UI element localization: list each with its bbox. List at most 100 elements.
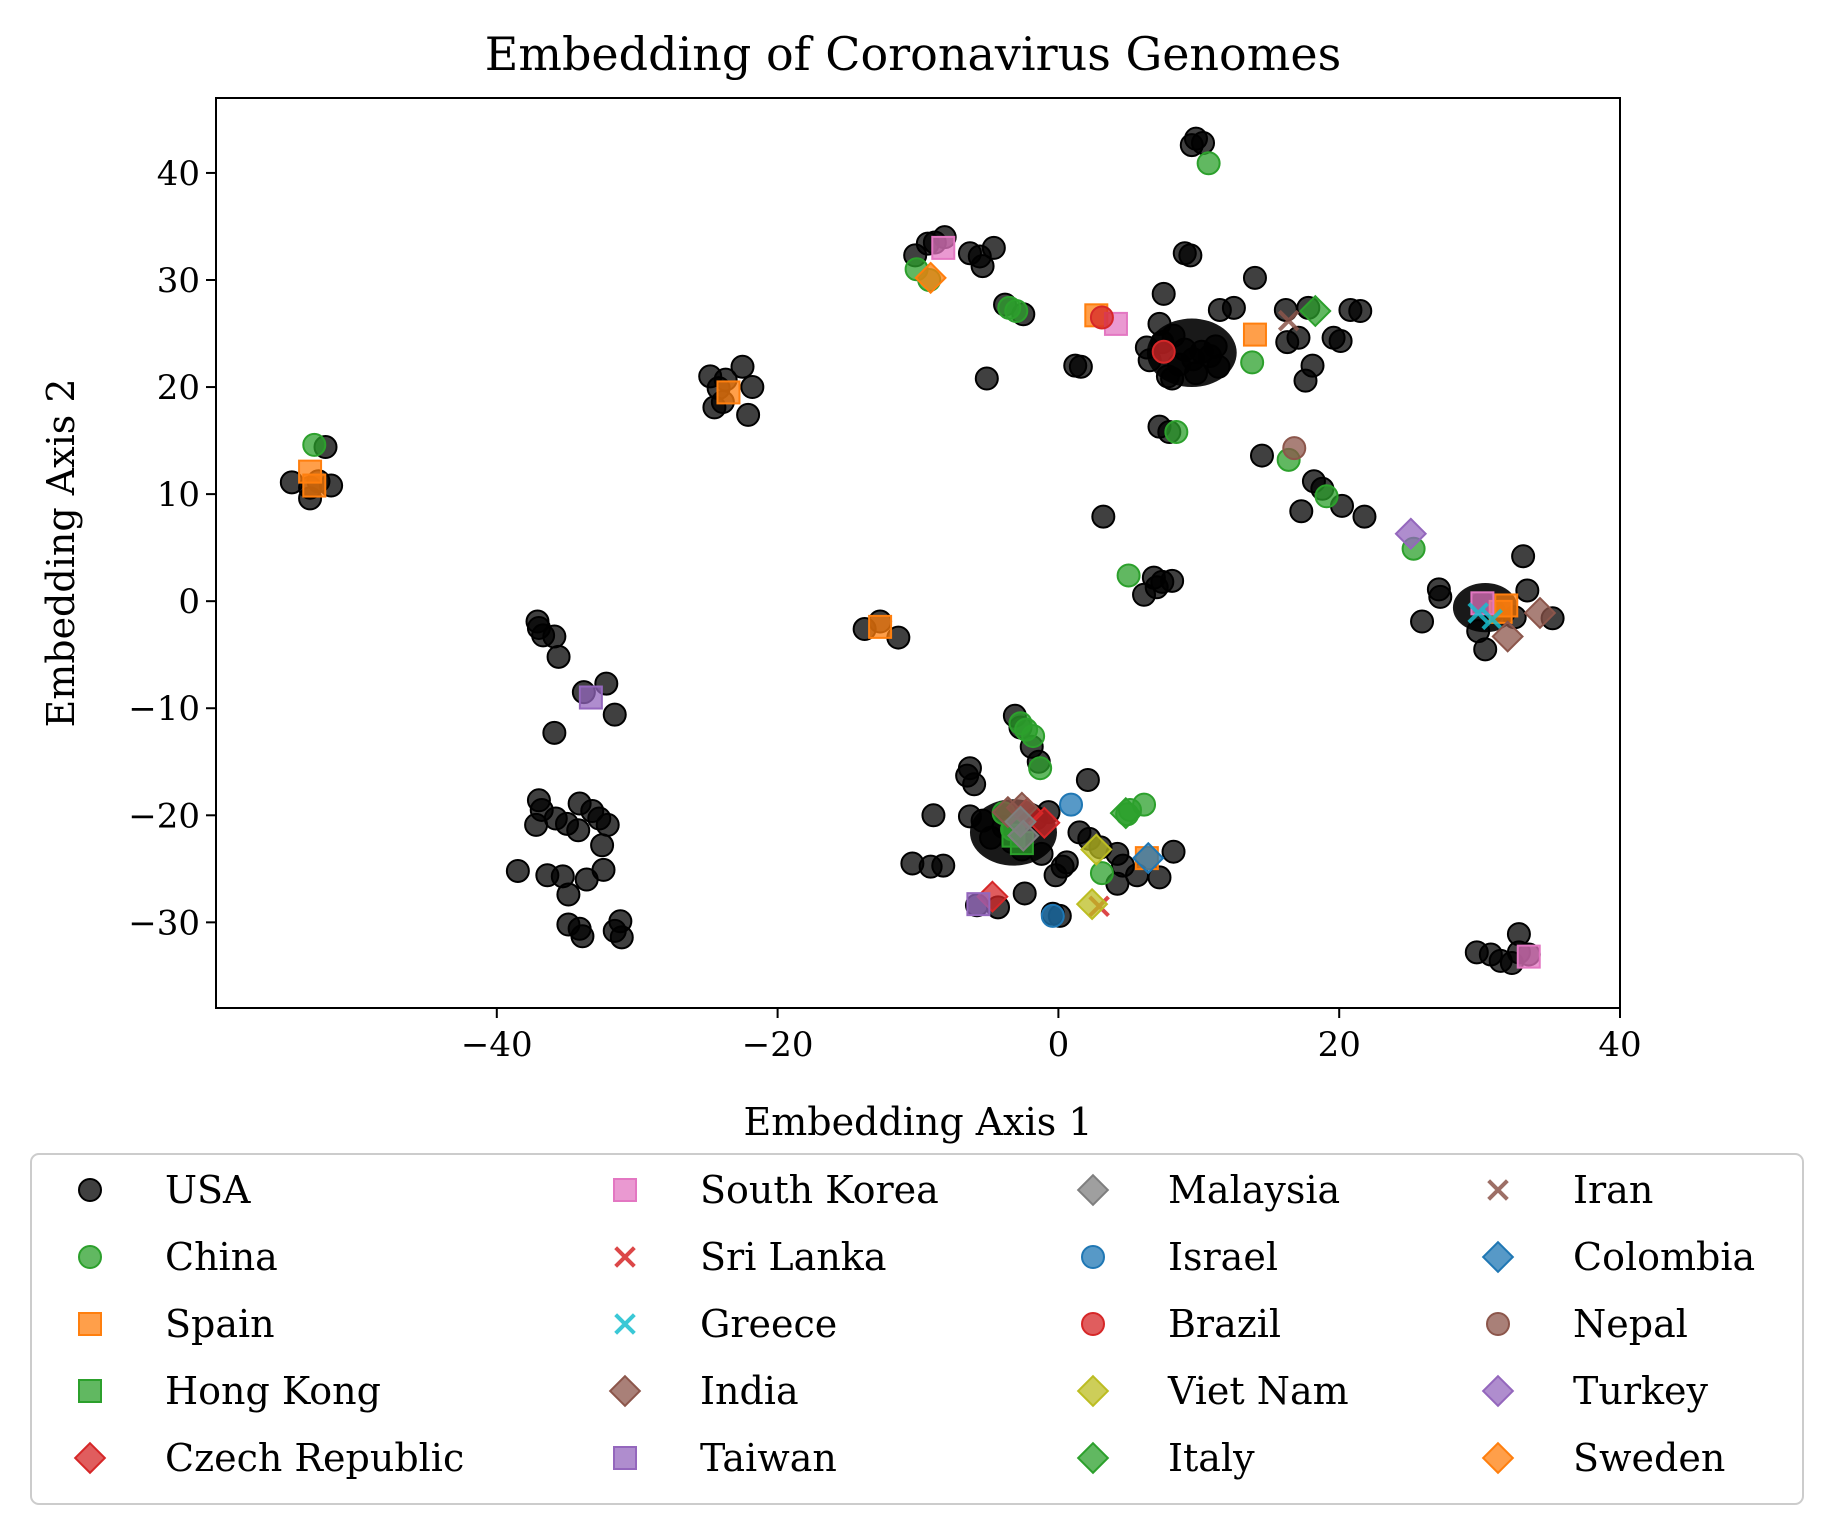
data-point-china [1116, 563, 1141, 588]
data-point-china [302, 432, 327, 457]
data-point-usa [1328, 329, 1353, 354]
data-point-usa [1473, 637, 1498, 662]
legend-item-malaysia: Malaysia [1076, 1168, 1340, 1212]
legend-marker-israel [1081, 1245, 1105, 1269]
legend-item-china: China [78, 1235, 278, 1279]
legend-label: Israel [1168, 1235, 1278, 1279]
data-point-usa [574, 867, 599, 892]
axis-ticks: −40 −20 0 20 40 −30 −20 −10 0 10 20 30 40 [128, 154, 1641, 1065]
data-point-viet-nam [1080, 833, 1113, 866]
data-point-china [1240, 350, 1265, 375]
data-point-usa [979, 825, 1004, 850]
y-tick-label: 40 [157, 154, 200, 194]
legend-label: Nepal [1573, 1302, 1688, 1346]
data-point-usa [1515, 578, 1540, 603]
series-taiwan [578, 685, 991, 917]
data-point-usa [1012, 881, 1037, 906]
data-point-brazil [1089, 305, 1114, 330]
data-point-usa [542, 720, 567, 745]
data-point-usa [1511, 544, 1536, 569]
data-point-usa [546, 644, 571, 669]
data-point-usa [1160, 366, 1185, 391]
legend-item-sweden: Sweden [1481, 1436, 1725, 1480]
series-spain [298, 303, 1519, 871]
data-point-greece [1467, 602, 1489, 624]
series-viet-nam [1075, 833, 1113, 921]
legend-label: Taiwan [700, 1436, 837, 1480]
data-point-usa [1147, 311, 1172, 336]
data-point-usa [1249, 443, 1274, 468]
data-point-south-korea [931, 235, 956, 260]
series-usa [279, 126, 1565, 976]
data-point-india [1491, 620, 1524, 653]
data-point-usa [962, 772, 987, 797]
data-point-usa [736, 402, 761, 427]
data-point-usa [981, 235, 1006, 260]
series-colombia [1131, 841, 1165, 875]
legend-marker-czech-republic [73, 1441, 107, 1475]
y-tick-label: 30 [157, 261, 200, 301]
data-point-usa [524, 812, 549, 837]
series-china [302, 151, 1426, 886]
legend-label: Iran [1573, 1168, 1653, 1212]
series-greece [1467, 602, 1504, 631]
legend-item-italy: Italy [1076, 1436, 1255, 1480]
series-turkey [1394, 517, 1428, 550]
legend-item-israel: Israel [1081, 1235, 1278, 1279]
series-brazil [1089, 305, 1176, 364]
legend-label: Brazil [1168, 1302, 1281, 1346]
legend-item-taiwan: Taiwan [613, 1436, 837, 1480]
data-point-usa [1352, 504, 1377, 529]
legend-marker-india [608, 1374, 642, 1408]
data-point-usa [1506, 922, 1531, 947]
data-point-china [1004, 299, 1029, 324]
legend-marker-sweden [1481, 1441, 1515, 1475]
data-point-sweden [914, 261, 947, 295]
legend-item-colombia: Colombia [1481, 1235, 1755, 1279]
data-point-usa [505, 858, 530, 883]
legend-item-spain: Spain [78, 1302, 275, 1346]
legend-item-sri-lanka: Sri Lanka [614, 1235, 886, 1279]
data-point-spain [1242, 322, 1267, 347]
data-point-israel [1040, 903, 1065, 928]
legend-label: Italy [1168, 1436, 1255, 1480]
data-point-italy [1109, 796, 1143, 830]
data-point-usa [1348, 299, 1373, 324]
data-point-viet-nam [1075, 887, 1109, 921]
x-tick-label: −40 [461, 1025, 533, 1065]
data-point-colombia [1131, 841, 1165, 875]
series-nepal [1282, 436, 1307, 461]
data-point-usa [566, 818, 591, 843]
data-point-usa [1091, 504, 1116, 529]
y-axis-label: Embedding Axis 2 [39, 378, 83, 727]
legend-label: India [700, 1369, 799, 1413]
data-point-brazil [1151, 339, 1176, 364]
data-point-spain [868, 614, 893, 639]
legend-marker-viet-nam [1076, 1374, 1110, 1408]
data-point-usa [1068, 354, 1093, 379]
legend-marker-turkey [1481, 1374, 1515, 1408]
data-point-china [1196, 151, 1221, 176]
x-tick-label: 0 [1048, 1025, 1070, 1065]
data-point-usa [602, 702, 627, 727]
data-point-usa [740, 375, 765, 400]
data-point-usa [1151, 281, 1176, 306]
legend-marker-nepal [1486, 1312, 1510, 1336]
legend-item-south-korea: South Korea [613, 1168, 939, 1212]
x-tick-label: 40 [1598, 1025, 1641, 1065]
data-point-spain [302, 473, 327, 498]
data-point-usa [1203, 334, 1228, 359]
y-tick-label: 20 [157, 368, 200, 408]
legend-item-india: India [608, 1369, 799, 1413]
data-point-iran [1277, 309, 1300, 332]
legend-item-usa: USA [78, 1168, 251, 1212]
legend-marker-colombia [1481, 1240, 1515, 1274]
x-tick-label: 20 [1318, 1025, 1361, 1065]
plot-frame [215, 97, 1621, 1009]
series-israel [1040, 792, 1084, 928]
data-point-taiwan [578, 685, 603, 710]
data-point-usa [1178, 243, 1203, 268]
legend-marker-italy [1076, 1441, 1110, 1475]
legend-label: Spain [165, 1302, 275, 1346]
legend-marker-hong-kong [78, 1379, 102, 1403]
